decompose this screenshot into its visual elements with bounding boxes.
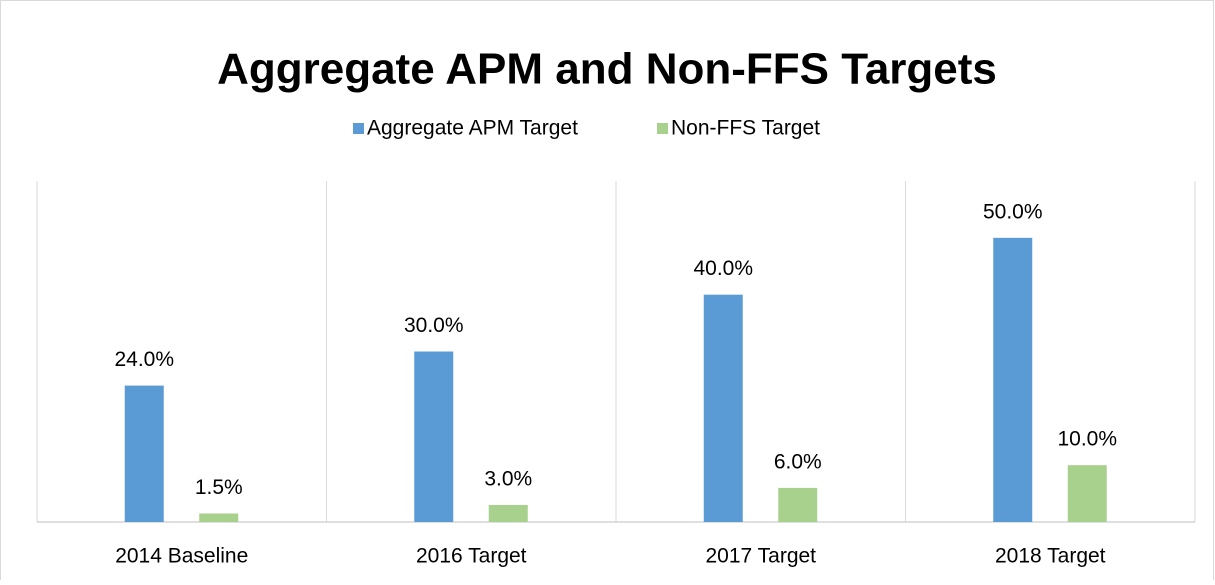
bar xyxy=(488,504,528,522)
bar xyxy=(778,487,818,522)
data-label: 10.0% xyxy=(1057,428,1117,451)
x-tick-label: 2016 Target xyxy=(416,545,527,568)
legend-label: Aggregate APM Target xyxy=(367,117,578,140)
legend-swatch xyxy=(353,123,364,134)
data-label: 24.0% xyxy=(114,348,174,371)
bar xyxy=(993,237,1033,523)
chart-title: Aggregate APM and Non-FFS Targets xyxy=(217,45,997,94)
legend-swatch xyxy=(657,123,668,134)
bar xyxy=(414,351,454,522)
bar xyxy=(124,385,164,522)
x-tick-label: 2018 Target xyxy=(995,545,1106,568)
bar xyxy=(1067,465,1107,522)
data-label: 40.0% xyxy=(693,257,753,280)
x-tick-label: 2014 Baseline xyxy=(115,545,248,568)
legend-label: Non-FFS Target xyxy=(671,117,820,140)
x-tick-label: 2017 Target xyxy=(705,545,816,568)
data-label: 6.0% xyxy=(774,450,822,473)
bar xyxy=(199,513,239,522)
data-label: 3.0% xyxy=(484,467,532,490)
data-label: 50.0% xyxy=(983,200,1043,223)
data-label: 30.0% xyxy=(404,314,464,337)
bar xyxy=(703,294,743,522)
data-label: 1.5% xyxy=(195,476,243,499)
